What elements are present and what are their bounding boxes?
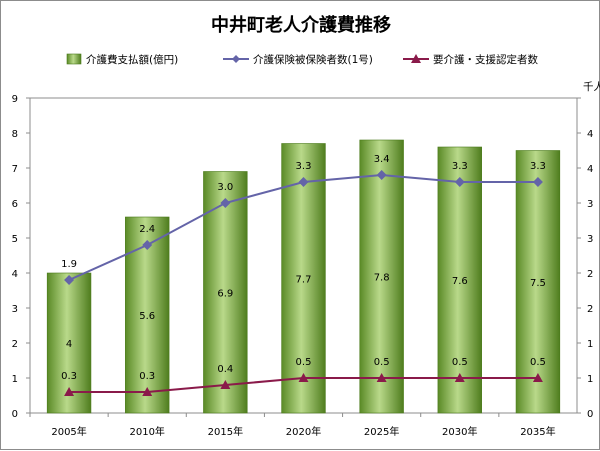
diamond-marker [142,240,153,250]
line-value-label: 3.4 [374,154,390,165]
line-value-label: 0.4 [217,364,233,375]
left-tick-label: 8 [12,129,18,140]
line-value-label: 0.3 [61,371,77,382]
left-tick-label: 3 [12,304,18,315]
bar-series: 4 5.6 6.9 7.7 7.8 7.6 7.5 [46,139,561,414]
right-axis-unit: 千人 [583,81,600,93]
left-tick-label: 0 [12,409,18,420]
right-tick-label: 3 [587,234,593,245]
x-tick-label: 2010年 [129,425,164,438]
diamond-marker [232,55,240,63]
line-value-label: 0.5 [296,357,312,368]
bar-value-label: 4 [66,339,72,350]
line-value-label: 3.0 [217,182,233,193]
x-tick-label: 2025年 [364,425,399,438]
diamond-marker [298,177,309,187]
line-value-label: 0.3 [139,371,155,382]
bar-value-label: 7.7 [296,274,312,285]
left-tick-label: 7 [12,164,18,175]
bar-value-label: 5.6 [139,311,155,322]
left-axis: 0 1 2 3 4 5 6 7 8 9 [12,94,30,420]
x-tick-label: 2030年 [442,425,477,438]
triangle-marker [411,54,421,63]
line-value-label: 3.3 [530,161,546,172]
triangle-marker [142,387,153,396]
left-tick-label: 4 [12,269,18,280]
diamond-marker [376,170,387,180]
line-value-label: 1.9 [61,259,77,270]
triangle-marker [298,373,309,382]
diamond-marker [454,177,465,187]
bar [437,146,482,414]
x-tick-label: 2035年 [520,425,555,438]
right-tick-label: 3 [587,199,593,210]
right-tick-label: 1 [587,339,593,350]
right-tick-label: 0 [587,409,593,420]
bar-value-label: 6.9 [217,288,233,299]
bar-value-label: 7.5 [530,278,546,289]
line-value-label: 3.3 [452,161,468,172]
x-tick-label: 2005年 [51,425,86,438]
triangle-marker [376,373,387,382]
diamond-marker [220,198,231,208]
line-value-label: 0.5 [452,357,468,368]
triangle-marker [532,373,543,382]
line-series: 1.9 2.4 3.0 3.3 3.4 3.3 3.3 0.3 0.3 0.4 0.5 0.5 0.5 0… [61,154,546,396]
left-tick-label: 1 [12,374,18,385]
left-tick-label: 5 [12,234,18,245]
bar [359,139,404,414]
x-axis: 2005年 2010年 2015年 2020年 2025年 2030年 2035年 [29,413,556,438]
diamond-marker [64,275,75,285]
left-tick-label: 6 [12,199,18,210]
triangle-marker [454,373,465,382]
right-axis: 0 1 1 2 2 3 3 4 4 [577,97,593,420]
line-value-label: 3.3 [296,161,312,172]
right-tick-label: 2 [587,269,593,280]
right-tick-label: 1 [587,374,593,385]
left-tick-label: 2 [12,339,18,350]
legend-label: 介護費支払額(億円) [86,53,178,66]
x-tick-label: 2015年 [208,425,243,438]
diamond-marker [532,177,543,187]
line-value-label: 0.5 [374,357,390,368]
legend: 介護費支払額(億円) 介護保険被保険者数(1号) 要介護・支援認定者数 [66,53,538,66]
right-tick-label: 4 [587,164,593,175]
triangle-marker [220,380,231,389]
line-value-label: 0.5 [530,357,546,368]
left-tick-label: 9 [12,94,18,105]
legend-label: 要介護・支援認定者数 [433,53,538,66]
right-tick-label: 4 [587,129,593,140]
x-tick-label: 2020年 [286,425,321,438]
chart-title: 中井町老人介護費推移 [211,14,391,36]
bar-value-label: 7.6 [452,276,468,287]
line-value-label: 2.4 [139,224,155,235]
triangle-marker [64,387,75,396]
legend-swatch [66,53,82,65]
bar-value-label: 7.8 [374,273,390,284]
right-tick-label: 2 [587,304,593,315]
bar [281,143,326,414]
bar [515,150,561,414]
legend-label: 介護保険被保険者数(1号) [253,53,373,66]
